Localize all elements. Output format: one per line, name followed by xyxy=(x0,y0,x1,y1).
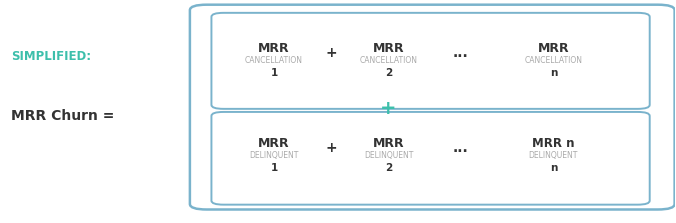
Text: 1: 1 xyxy=(270,163,278,173)
Text: MRR: MRR xyxy=(372,42,404,55)
Text: CANCELLATION: CANCELLATION xyxy=(245,56,303,65)
Text: CANCELLATION: CANCELLATION xyxy=(360,56,418,65)
Text: +: + xyxy=(325,141,337,155)
Text: +: + xyxy=(380,99,397,118)
Text: ...: ... xyxy=(453,46,468,60)
Text: DELINQUENT: DELINQUENT xyxy=(529,151,578,160)
Text: MRR: MRR xyxy=(372,137,404,150)
Text: DELINQUENT: DELINQUENT xyxy=(249,151,299,160)
Text: 1: 1 xyxy=(270,68,278,78)
Text: MRR: MRR xyxy=(258,137,290,150)
Text: SIMPLIFIED:: SIMPLIFIED: xyxy=(11,50,92,63)
Text: 2: 2 xyxy=(385,68,392,78)
Text: MRR: MRR xyxy=(537,42,569,55)
Text: +: + xyxy=(325,46,337,60)
Text: CANCELLATION: CANCELLATION xyxy=(525,56,583,65)
Text: DELINQUENT: DELINQUENT xyxy=(364,151,413,160)
Text: MRR Churn =: MRR Churn = xyxy=(11,109,115,123)
Text: n: n xyxy=(550,163,557,173)
Text: MRR n: MRR n xyxy=(532,137,575,150)
Text: ...: ... xyxy=(453,141,468,155)
Text: MRR: MRR xyxy=(258,42,290,55)
Text: n: n xyxy=(550,68,557,78)
Text: 2: 2 xyxy=(385,163,392,173)
